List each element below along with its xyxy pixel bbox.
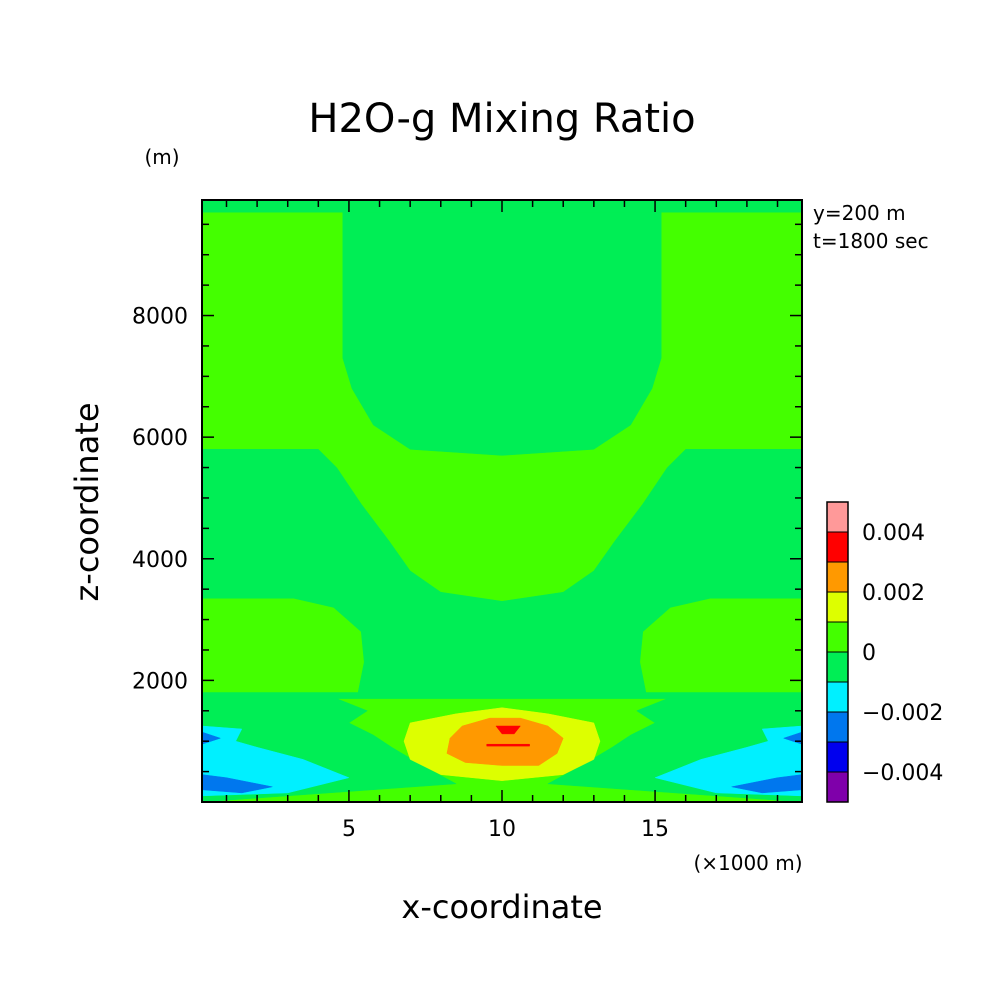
y-tick-label: 2000 [132,669,188,694]
colorbar-frame [826,501,849,803]
contour-left-cyan [202,725,350,797]
contour-mid-band [202,449,802,699]
contour-red-blob-top [495,725,521,735]
annotation-t: t=1800 sec [813,229,929,253]
colorbar-swatch [826,501,849,533]
y-unit-label: (m) [144,145,179,169]
colorbar-tick-label: −0.004 [862,761,943,786]
x-axis-label: x-coordinate [401,888,602,926]
colorbar-tick-label: 0.004 [862,521,925,546]
contour-left-blue-low [202,774,273,794]
x-tick-label: 15 [641,817,669,842]
colorbar-swatch [826,531,849,563]
colorbar: −0.004 −0.002 0 0.002 0.004 [826,501,943,803]
x-tick-label: 5 [342,817,356,842]
colorbar-swatch [826,651,849,683]
x-tick-label: 10 [488,817,516,842]
contour-right-blue-low [731,774,802,794]
colorbar-swatch [826,621,849,653]
contour-red-line [486,743,530,747]
colorbar-swatch [826,741,849,773]
y-axis-label: z-coordinate [68,402,106,601]
y-tick-label: 4000 [132,548,188,573]
x-unit-label: (×1000 m) [693,851,802,875]
y-tick-label: 6000 [132,426,188,451]
contour-orange-blob [446,717,564,766]
y-axis: 2000 4000 6000 8000 [132,223,802,773]
colorbar-tick-label: 0.002 [862,581,925,606]
plot-frame [201,199,803,803]
y-tick-label: 8000 [132,305,188,330]
colorbar-swatch [826,681,849,713]
colorbar-swatch [826,711,849,743]
colorbar-swatch [826,771,849,803]
chart-title: H2O-g Mixing Ratio [308,96,695,142]
plot-area [202,200,802,802]
colorbar-swatch [826,591,849,623]
x-axis: 5 10 15 [225,200,779,842]
colorbar-tick-label: 0 [862,641,876,666]
colorbar-tick-label: −0.002 [862,701,943,726]
colorbar-swatch [826,561,849,593]
contour-right-cyan [654,725,802,797]
annotation-y: y=200 m [813,201,906,225]
contour-upper-dome [342,211,662,456]
